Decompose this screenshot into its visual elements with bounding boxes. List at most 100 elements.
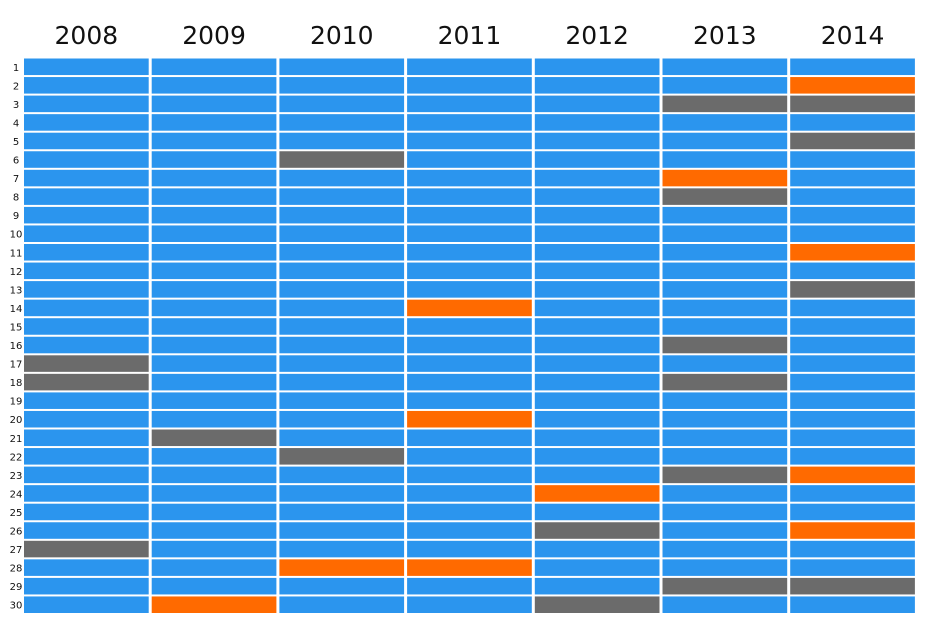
cell-2012-5-blue: [534, 132, 660, 150]
cell-2013-9-blue: [662, 206, 788, 224]
cell-2013-25-blue: [662, 503, 788, 521]
cell-2012-4-blue: [534, 114, 660, 131]
cell-2011-11-blue: [407, 244, 532, 261]
cell-2008-13-blue: [24, 281, 149, 298]
cell-2014-14-blue: [790, 299, 915, 317]
cell-2014-19-blue: [790, 392, 915, 409]
cell-2012-11-blue: [534, 244, 660, 261]
cell-2008-22-blue: [24, 448, 149, 465]
cell-2013-16-gray: [662, 336, 788, 354]
cell-2013-10-blue: [662, 225, 788, 242]
cell-2008-14-blue: [24, 299, 149, 317]
cell-2014-8-blue: [790, 188, 915, 205]
cell-2009-21-gray: [151, 429, 277, 447]
cell-2009-12-blue: [151, 262, 277, 280]
cell-2012-30-gray: [534, 596, 660, 613]
cell-2014-4-blue: [790, 114, 915, 131]
row-label-3: 3: [13, 100, 19, 111]
row-label-16: 16: [10, 341, 23, 352]
cell-2013-5-blue: [662, 132, 788, 150]
cell-2013-18-gray: [662, 373, 788, 391]
row-label-24: 24: [10, 489, 23, 500]
cell-2014-23-orange: [790, 466, 915, 484]
row-label-5: 5: [13, 137, 19, 148]
cell-2010-21-blue: [279, 429, 405, 447]
cell-2011-28-orange: [407, 559, 532, 576]
cell-2009-28-blue: [151, 559, 277, 576]
cell-2014-24-blue: [790, 485, 915, 502]
cell-2009-25-blue: [151, 503, 277, 521]
cell-2012-28-blue: [534, 559, 660, 576]
cell-2011-27-blue: [407, 540, 532, 558]
cell-2011-4-blue: [407, 114, 532, 131]
row-label-28: 28: [10, 564, 23, 575]
cell-2011-1-blue: [407, 58, 532, 76]
cell-2009-16-blue: [151, 336, 277, 354]
cell-2010-7-blue: [279, 169, 405, 187]
cell-2012-25-blue: [534, 503, 660, 521]
cell-2014-11-orange: [790, 244, 915, 261]
cell-2010-12-blue: [279, 262, 405, 280]
year-label-2009: 2009: [182, 21, 246, 50]
cell-2014-22-blue: [790, 448, 915, 465]
cell-2008-1-blue: [24, 58, 149, 76]
cell-2009-26-blue: [151, 522, 277, 539]
cell-2013-19-blue: [662, 392, 788, 409]
cell-2011-9-blue: [407, 206, 532, 224]
cell-2009-29-blue: [151, 577, 277, 595]
row-label-6: 6: [13, 156, 19, 167]
cell-2014-18-blue: [790, 373, 915, 391]
cell-2008-23-blue: [24, 466, 149, 484]
cell-2010-4-blue: [279, 114, 405, 131]
cell-2010-23-blue: [279, 466, 405, 484]
cell-2011-16-blue: [407, 336, 532, 354]
row-label-1: 1: [13, 63, 19, 74]
cell-2011-8-blue: [407, 188, 532, 205]
cell-2014-12-blue: [790, 262, 915, 280]
cell-2008-21-blue: [24, 429, 149, 447]
cell-2008-12-blue: [24, 262, 149, 280]
year-label-2011: 2011: [438, 21, 502, 50]
cell-2008-18-gray: [24, 373, 149, 391]
cell-2008-27-gray: [24, 540, 149, 558]
row-label-19: 19: [10, 397, 23, 408]
row-label-10: 10: [10, 230, 23, 241]
cell-2010-28-orange: [279, 559, 405, 576]
cell-2008-19-blue: [24, 392, 149, 409]
cell-2010-13-blue: [279, 281, 405, 298]
cell-2008-9-blue: [24, 206, 149, 224]
cell-2013-17-blue: [662, 355, 788, 372]
cell-2014-9-blue: [790, 206, 915, 224]
cell-2008-24-blue: [24, 485, 149, 502]
cell-2014-26-orange: [790, 522, 915, 539]
cell-2011-13-blue: [407, 281, 532, 298]
row-label-29: 29: [10, 582, 23, 593]
cell-2009-30-orange: [151, 596, 277, 613]
cell-2008-15-blue: [24, 318, 149, 335]
cell-2014-10-blue: [790, 225, 915, 242]
row-label-25: 25: [10, 508, 23, 519]
cell-2010-8-blue: [279, 188, 405, 205]
row-label-21: 21: [10, 434, 23, 445]
cell-2012-12-blue: [534, 262, 660, 280]
cell-2011-19-blue: [407, 392, 532, 409]
cell-2012-18-blue: [534, 373, 660, 391]
cell-2010-22-gray: [279, 448, 405, 465]
cell-2010-30-blue: [279, 596, 405, 613]
cell-2012-21-blue: [534, 429, 660, 447]
cell-2014-29-gray: [790, 577, 915, 595]
cell-2011-20-orange: [407, 410, 532, 428]
cell-2012-8-blue: [534, 188, 660, 205]
row-label-2: 2: [13, 81, 19, 92]
cell-2009-13-blue: [151, 281, 277, 298]
year-label-2013: 2013: [693, 21, 757, 50]
cell-2014-2-orange: [790, 77, 915, 94]
cell-2010-17-blue: [279, 355, 405, 372]
cell-2012-15-blue: [534, 318, 660, 335]
cell-2013-26-blue: [662, 522, 788, 539]
cell-2014-30-blue: [790, 596, 915, 613]
cell-2010-14-blue: [279, 299, 405, 317]
row-label-27: 27: [10, 545, 23, 556]
row-label-9: 9: [13, 211, 19, 222]
cell-2013-1-blue: [662, 58, 788, 76]
